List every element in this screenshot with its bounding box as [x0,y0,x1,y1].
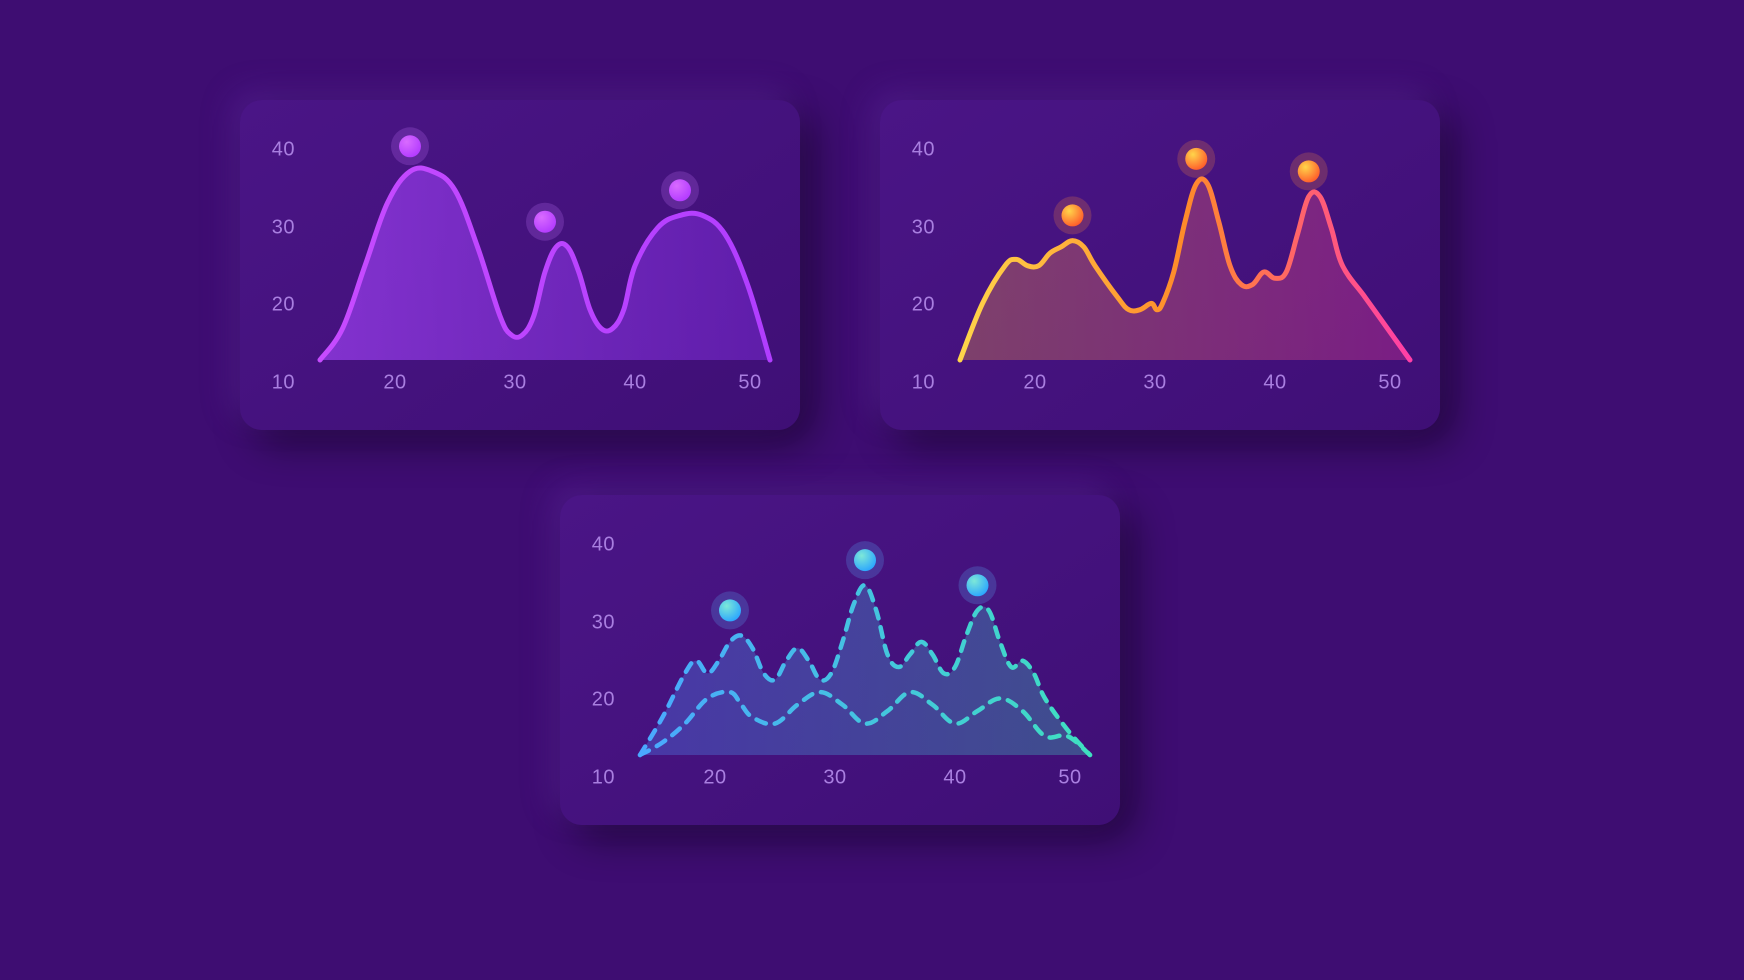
peak-marker[interactable] [534,211,556,233]
y-tick-label: 20 [272,293,295,315]
peak-marker[interactable] [967,574,989,596]
y-tick-label: 10 [912,371,935,393]
chart-purple-card: 40 30 20 10 20 30 40 50 [240,100,800,430]
chart-fire-card: 40 30 20 10 20 30 40 50 [880,100,1440,430]
y-tick-label: 30 [592,611,615,633]
x-tick-label: 40 [943,766,966,788]
x-tick-label: 20 [1023,371,1046,393]
peak-marker[interactable] [669,179,691,201]
y-tick-label: 20 [592,688,615,710]
x-tick-label: 20 [383,371,406,393]
chart-teal: 40 30 20 10 20 30 40 50 [560,495,1120,825]
peak-marker[interactable] [854,549,876,571]
x-tick-label: 50 [1058,766,1081,788]
x-tick-label: 50 [738,371,761,393]
chart-purple: 40 30 20 10 20 30 40 50 [240,100,800,430]
y-tick-label: 10 [272,371,295,393]
x-tick-label: 40 [1263,371,1286,393]
y-tick-label: 20 [912,293,935,315]
peak-marker[interactable] [1298,160,1320,182]
chart-fire: 40 30 20 10 20 30 40 50 [880,100,1440,430]
x-tick-label: 30 [1143,371,1166,393]
x-tick-label: 50 [1378,371,1401,393]
x-tick-label: 40 [623,371,646,393]
peak-marker[interactable] [399,135,421,157]
dashboard-canvas: 40 30 20 10 20 30 40 50 40 30 20 10 20 30 40 50 40 30 20 10… [0,0,1744,980]
x-tick-label: 20 [703,766,726,788]
y-tick-label: 40 [272,138,295,160]
chart-teal-card: 40 30 20 10 20 30 40 50 [560,495,1120,825]
y-tick-label: 40 [592,533,615,555]
y-tick-label: 30 [912,216,935,238]
chart-area [640,585,1090,755]
y-tick-label: 30 [272,216,295,238]
y-tick-label: 40 [912,138,935,160]
chart-area [320,168,770,360]
x-tick-label: 30 [503,371,526,393]
x-tick-label: 30 [823,766,846,788]
y-tick-label: 10 [592,766,615,788]
peak-marker[interactable] [1062,204,1084,226]
peak-marker[interactable] [719,599,741,621]
peak-marker[interactable] [1185,148,1207,170]
